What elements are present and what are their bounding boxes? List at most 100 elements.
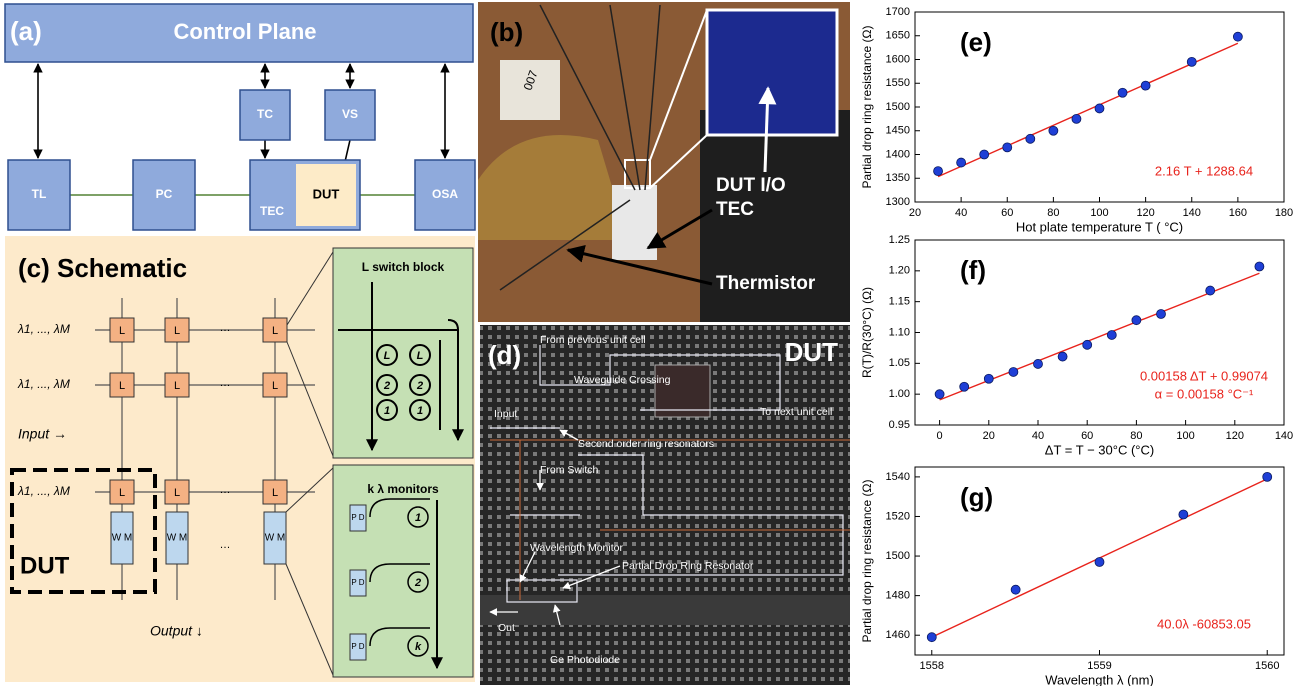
- ring-label: 1: [384, 405, 390, 417]
- switch-label: L: [272, 380, 278, 392]
- dut-io-label: DUT I/O: [716, 175, 786, 196]
- data-point: [1034, 359, 1043, 368]
- x-axis-label: Hot plate temperature T ( °C): [1016, 219, 1183, 234]
- switch-block-title: L switch block: [362, 260, 445, 274]
- annotation: From previous unit cell: [540, 334, 646, 346]
- x-tick-label: 160: [1229, 207, 1247, 219]
- data-point: [1011, 585, 1020, 594]
- thermistor-label: Thermistor: [716, 273, 816, 294]
- pd-label: P D: [351, 578, 364, 587]
- data-point: [1095, 557, 1104, 566]
- x-tick-label: 20: [909, 207, 921, 219]
- panel-b: 007 (b) DUT I/O TEC Thermistor: [478, 2, 850, 322]
- dut-label: DUT: [313, 186, 340, 201]
- ring-label: 2: [414, 577, 421, 589]
- switch-block-inset: [333, 248, 473, 458]
- annotation: Ge Photodiode: [550, 654, 620, 666]
- data-point: [1083, 340, 1092, 349]
- ellipsis: …: [220, 539, 231, 551]
- annotation: From Switch: [540, 464, 599, 476]
- panel-c: (c) Schematic λ1, ..., λM λ1, ..., λM λ1…: [5, 236, 475, 682]
- switch-label: L: [119, 487, 125, 499]
- data-point: [1003, 143, 1012, 152]
- data-point: [1206, 286, 1215, 295]
- x-axis-label: Wavelength λ (nm): [1045, 672, 1154, 686]
- switch-label: L: [119, 380, 125, 392]
- input-label: Input →: [18, 426, 67, 442]
- data-point: [1072, 114, 1081, 123]
- panel-d: (d) DUT From previous unit cell Waveguid…: [480, 325, 850, 685]
- data-point: [1141, 81, 1150, 90]
- y-tick-label: 1480: [886, 590, 910, 602]
- y-tick-label: 1.10: [889, 326, 910, 338]
- switch-label: L: [272, 325, 278, 337]
- x-tick-label: 60: [1081, 430, 1093, 442]
- data-point: [1179, 510, 1188, 519]
- ring-label: 2: [416, 380, 423, 392]
- y-tick-label: 1350: [886, 172, 910, 184]
- wavelength-label: λ1, ..., λM: [17, 484, 70, 498]
- annotation: Wavelength Monitor: [530, 542, 623, 554]
- figure: (a) Control Plane TC VS TL PC TEC DUT OS…: [0, 0, 1303, 686]
- data-point: [1009, 367, 1018, 376]
- wavelength-label: λ1, ..., λM: [17, 377, 70, 391]
- output-label: Output ↓: [150, 623, 203, 639]
- y-tick-label: 1600: [886, 53, 910, 65]
- x-tick-label: 140: [1183, 207, 1201, 219]
- y-tick-label: 1.20: [889, 265, 910, 277]
- y-tick-label: 1400: [886, 148, 910, 160]
- ellipsis: …: [220, 377, 231, 389]
- tc-label: TC: [257, 107, 273, 121]
- switch-label: L: [174, 380, 180, 392]
- data-point: [960, 382, 969, 391]
- osa-label: OSA: [432, 187, 458, 201]
- dut-label: DUT: [785, 337, 839, 367]
- y-tick-label: 1500: [886, 550, 910, 562]
- y-tick-label: 1300: [886, 196, 910, 208]
- pd-label: P D: [351, 513, 364, 522]
- x-tick-label: 40: [1032, 430, 1044, 442]
- ring-label: 1: [417, 405, 423, 417]
- ring-label: L: [384, 350, 391, 362]
- switch-label: L: [174, 325, 180, 337]
- fit-annotation: α = 0.00158 °C⁻¹: [1155, 386, 1254, 401]
- monitor-label: W M: [112, 533, 133, 544]
- data-point: [934, 167, 943, 176]
- monitor-label: W M: [265, 533, 286, 544]
- inset-zoom: [707, 10, 837, 135]
- annotation: Second order ring resonators: [578, 438, 714, 450]
- panel-label: (a): [10, 16, 42, 46]
- y-tick-label: 1450: [886, 125, 910, 137]
- x-tick-label: 1559: [1087, 660, 1111, 672]
- tec-label: TEC: [716, 199, 754, 220]
- panel-a: (a) Control Plane TC VS TL PC TEC DUT OS…: [5, 4, 475, 230]
- y-tick-label: 1500: [886, 101, 910, 113]
- data-point: [1255, 262, 1264, 271]
- x-tick-label: 60: [1001, 207, 1013, 219]
- x-tick-label: 120: [1226, 430, 1244, 442]
- panel-label: (b): [490, 17, 523, 47]
- x-axis-label: ΔT = T − 30°C (°C): [1045, 442, 1154, 457]
- annotation: Partial Drop Ring Resonator: [622, 560, 754, 572]
- data-point: [1233, 32, 1242, 41]
- y-axis-label: R(T)/R(30°C) (Ω): [860, 287, 874, 378]
- tec-label: TEC: [260, 204, 284, 218]
- x-tick-label: 180: [1275, 207, 1293, 219]
- data-point: [1263, 472, 1272, 481]
- data-point: [1187, 57, 1196, 66]
- pc-label: PC: [156, 187, 173, 201]
- ellipsis: …: [220, 322, 231, 334]
- data-point: [1132, 316, 1141, 325]
- pd-label: P D: [351, 642, 364, 651]
- x-tick-label: 1560: [1255, 660, 1279, 672]
- x-tick-label: 80: [1130, 430, 1142, 442]
- x-tick-label: 140: [1275, 430, 1293, 442]
- y-axis-label: Partial drop ring resistance (Ω): [860, 479, 874, 642]
- x-tick-label: 100: [1176, 430, 1194, 442]
- x-tick-label: 80: [1047, 207, 1059, 219]
- data-point: [1026, 134, 1035, 143]
- vs-label: VS: [342, 107, 358, 121]
- x-tick-label: 1558: [920, 660, 944, 672]
- data-point: [1058, 352, 1067, 361]
- control-plane: Control Plane: [173, 19, 316, 44]
